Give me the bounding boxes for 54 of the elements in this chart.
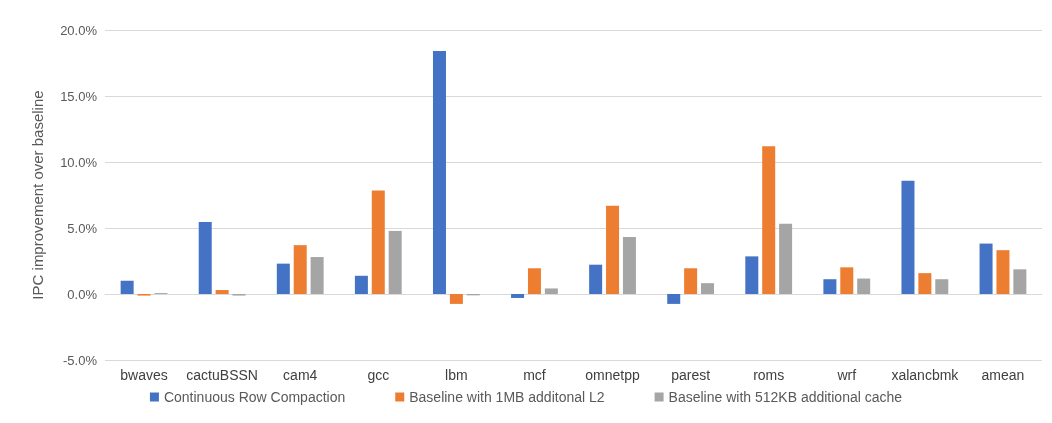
legend-label: Baseline with 512KB additional cache (668, 389, 903, 405)
bar (901, 180, 915, 294)
bar (622, 236, 636, 294)
bar (354, 275, 368, 294)
x-tick-label: xalancbmk (891, 367, 960, 383)
bar (310, 257, 324, 294)
y-tick-label: 15.0% (60, 88, 98, 104)
x-tick-label: wrf (836, 367, 857, 383)
bar (979, 243, 993, 294)
y-tick-label: 20.0% (60, 22, 98, 38)
bar (544, 288, 558, 294)
x-tick-label: gcc (367, 367, 390, 383)
y-tick-label: 0.0% (67, 286, 98, 302)
x-tick-label: mcf (523, 367, 546, 383)
x-tick-label: cactuBSSN (186, 367, 258, 383)
bar (276, 263, 290, 294)
bar (935, 279, 949, 294)
bar (684, 268, 698, 294)
x-tick-label: lbm (445, 367, 468, 383)
bar (120, 280, 134, 294)
bar (293, 245, 307, 294)
y-axis-title: IPC improvement over baseline (29, 90, 46, 300)
bar (527, 268, 541, 294)
bar (388, 230, 402, 294)
x-tick-label: bwaves (120, 367, 168, 383)
x-tick-label: roms (753, 367, 785, 383)
bar (779, 223, 793, 294)
legend-label: Continuous Row Compaction (163, 389, 346, 405)
y-tick-label: -5.0% (63, 352, 98, 368)
bar (667, 294, 681, 304)
x-tick-label: cam4 (283, 367, 318, 383)
bar (215, 290, 229, 294)
legend-label: Baseline with 1MB additonal L2 (409, 389, 605, 405)
x-tick-label: amean (981, 367, 1025, 383)
bar (857, 278, 871, 294)
x-tick-label: parest (671, 367, 711, 383)
y-tick-label: 10.0% (60, 154, 98, 170)
bar (606, 205, 620, 294)
y-tick-label: 5.0% (67, 220, 98, 236)
bar (918, 273, 932, 294)
bar (589, 264, 603, 294)
bar (449, 294, 463, 304)
bar (198, 222, 212, 294)
bar (823, 279, 837, 294)
bar (745, 256, 759, 294)
bar (371, 190, 385, 294)
bar (432, 51, 446, 294)
bar (840, 267, 854, 294)
bar (1013, 269, 1027, 294)
x-tick-label: omnetpp (585, 367, 640, 383)
bar (996, 250, 1010, 294)
bar (511, 294, 525, 298)
bar (701, 283, 715, 294)
bar (762, 146, 776, 294)
